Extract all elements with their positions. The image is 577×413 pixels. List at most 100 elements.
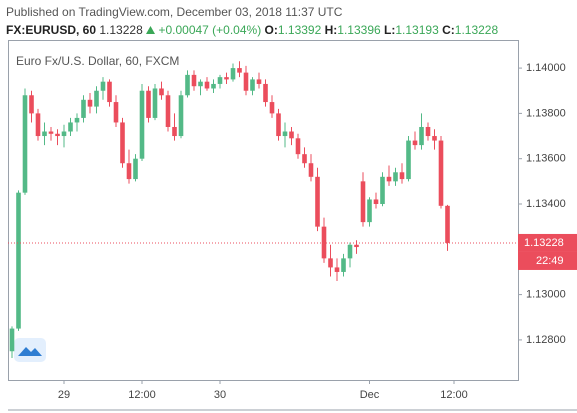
ohlc-label: C: xyxy=(442,23,455,37)
ohlc-label: L: xyxy=(384,23,396,37)
candle-body xyxy=(354,244,359,248)
candle-body xyxy=(328,258,333,268)
candle-body xyxy=(81,99,86,118)
y-tick-label: 1.13400 xyxy=(526,198,566,210)
candle-body xyxy=(425,126,431,137)
candle-body xyxy=(432,136,437,141)
ohlc-label: O: xyxy=(264,23,278,37)
y-tick-label: 1.14000 xyxy=(526,62,566,74)
y-tick-label: 1.13600 xyxy=(526,153,566,165)
candle-body xyxy=(172,126,177,137)
candle-body xyxy=(308,163,314,177)
candle-body xyxy=(438,140,444,206)
candle-body xyxy=(399,172,405,180)
candle-body xyxy=(289,131,294,139)
candle-body xyxy=(250,79,255,91)
candle-body xyxy=(120,122,125,164)
change: +0.00047 (+0.04%) xyxy=(158,23,262,37)
candle-body xyxy=(9,328,15,352)
candle-body xyxy=(165,95,171,127)
candle-body xyxy=(198,81,203,87)
candle-body xyxy=(22,95,28,193)
candle-body xyxy=(16,192,21,329)
x-tick-label: 29 xyxy=(58,389,70,401)
candle-body xyxy=(126,163,132,180)
logo xyxy=(14,338,46,362)
candle-body xyxy=(61,131,67,137)
candle-body xyxy=(276,113,281,137)
candle-body xyxy=(373,199,379,204)
header: Published on TradingView.com, December 0… xyxy=(6,3,498,39)
x-tick-label: 30 xyxy=(214,389,226,401)
ohlc-value: 1.13392 xyxy=(277,23,322,37)
countdown-tag xyxy=(518,251,577,270)
countdown-label: 22:49 xyxy=(536,255,564,267)
candle-body xyxy=(315,176,320,227)
candle-body xyxy=(94,90,99,107)
plot-frame xyxy=(8,40,519,381)
symbol: FX:EURUSD, 60 xyxy=(6,23,97,37)
candle-body xyxy=(380,176,385,204)
candle-body xyxy=(334,267,340,272)
candle-body xyxy=(406,140,411,180)
symbol-line: FX:EURUSD, 60 1.13228 +0.00047 (+0.04%) … xyxy=(6,21,498,39)
y-tick-label: 1.13000 xyxy=(526,289,566,301)
candle-body xyxy=(419,126,424,146)
candle-body xyxy=(107,81,112,103)
ohlc-label: H: xyxy=(324,23,338,37)
x-tick-label: 12:00 xyxy=(440,389,468,401)
candle-body xyxy=(87,99,93,107)
candle-body xyxy=(217,77,223,84)
candle-body xyxy=(204,81,210,89)
candle-body xyxy=(152,88,158,118)
candle-body xyxy=(133,158,138,180)
last-price: 1.13228 xyxy=(99,23,143,37)
candle-body xyxy=(29,95,34,114)
candle-body xyxy=(367,199,372,223)
candle-body xyxy=(191,74,197,87)
candle-body xyxy=(185,74,190,96)
candle-body xyxy=(55,133,60,137)
candle-body xyxy=(347,244,353,259)
candle-body xyxy=(100,81,106,91)
candle-body xyxy=(35,113,41,137)
candle-body xyxy=(113,102,119,123)
candle-body xyxy=(42,131,47,137)
candle-body xyxy=(159,88,164,96)
candle-body xyxy=(386,176,392,182)
candle-body xyxy=(295,138,301,155)
candle-body xyxy=(211,83,216,89)
chart-title: Euro Fx/U.S. Dollar, 60, FXCM xyxy=(16,54,179,68)
candle-body xyxy=(445,205,450,243)
ohlc-value: 1.13396 xyxy=(337,23,381,37)
candle-body xyxy=(341,258,346,272)
candle-body xyxy=(243,72,249,91)
candle-body xyxy=(263,83,268,103)
candle-body xyxy=(224,77,229,80)
ohlc-value: 1.13193 xyxy=(395,23,439,37)
ohlc-value: 1.13228 xyxy=(454,23,499,37)
candle-body xyxy=(393,172,398,182)
candle-body xyxy=(48,131,54,134)
y-tick-label: 1.13800 xyxy=(526,107,566,119)
candle-body xyxy=(282,131,288,137)
candle-body xyxy=(68,122,73,132)
candle-body xyxy=(237,68,242,73)
published-note: Published on TradingView.com, December 0… xyxy=(6,5,343,19)
last-price-tag xyxy=(518,233,577,252)
candle-body xyxy=(269,102,275,114)
candle-body xyxy=(178,95,184,137)
candle-body xyxy=(412,140,418,146)
x-tick-label: Dec xyxy=(360,389,380,401)
candle-body xyxy=(360,181,366,223)
candle-body xyxy=(139,90,145,159)
candle-body xyxy=(302,154,307,164)
candle-body xyxy=(256,79,262,84)
candle-body xyxy=(146,90,151,118)
up-arrow xyxy=(146,26,156,34)
candle-body xyxy=(74,117,80,123)
x-tick-label: 12:00 xyxy=(128,389,156,401)
last-price-label: 1.13228 xyxy=(524,237,564,249)
candle-body xyxy=(230,68,236,80)
